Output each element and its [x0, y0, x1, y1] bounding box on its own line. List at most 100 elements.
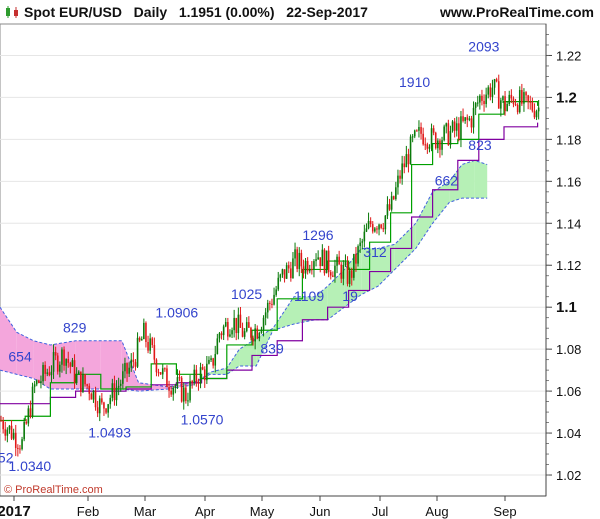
candle	[161, 364, 164, 380]
price-annotation: 1.0493	[88, 424, 131, 440]
candle	[185, 384, 187, 404]
candle-body	[311, 269, 313, 271]
candle-body	[182, 387, 185, 402]
candle-body	[369, 220, 372, 225]
candle-body	[84, 374, 86, 385]
candle-body	[329, 272, 332, 276]
candle	[193, 364, 196, 386]
candle-body	[14, 432, 17, 448]
candle	[273, 287, 275, 306]
candle-body	[73, 360, 76, 384]
candle-body	[218, 333, 221, 339]
candle	[218, 331, 221, 343]
candle-body	[340, 264, 343, 279]
candle-body	[233, 317, 235, 331]
candle	[214, 345, 217, 373]
candle-body	[65, 359, 67, 366]
candle-body	[245, 322, 248, 332]
candle-body	[317, 257, 319, 260]
candle-body	[363, 231, 366, 242]
candle-body	[138, 337, 141, 341]
candle-body	[69, 362, 72, 367]
candle-body	[40, 381, 42, 383]
candle-body	[241, 327, 244, 337]
candle-body	[243, 331, 246, 337]
candle-body	[531, 101, 534, 111]
candle-body	[161, 368, 164, 375]
candle	[103, 401, 105, 416]
candle-body	[103, 402, 105, 409]
candle	[40, 375, 42, 389]
candle	[344, 254, 347, 267]
x-tick-label: Feb	[77, 504, 99, 519]
candle-body	[437, 140, 439, 149]
candle-body	[176, 377, 179, 386]
candle-body	[497, 81, 500, 109]
price-annotation: 823	[468, 137, 492, 153]
candle	[371, 221, 374, 234]
candle	[187, 392, 189, 407]
candle	[6, 427, 9, 443]
candle	[82, 367, 84, 394]
candle	[130, 353, 133, 372]
candle	[31, 382, 34, 419]
candle-body	[518, 90, 521, 113]
candle-body	[151, 338, 154, 346]
candle-body	[512, 98, 515, 105]
candle-body	[420, 127, 422, 134]
candle	[302, 259, 305, 279]
candle	[294, 242, 296, 267]
candle-body	[164, 368, 166, 370]
candle	[212, 357, 214, 369]
candle-body	[521, 90, 523, 104]
candle-body	[38, 380, 40, 383]
candle	[140, 336, 143, 341]
candle	[264, 308, 267, 326]
candle-body	[8, 425, 11, 430]
candle	[14, 424, 17, 457]
website-link[interactable]: www.ProRealTime.com	[439, 4, 594, 20]
candle-body	[283, 269, 286, 279]
candle	[401, 155, 403, 185]
candle	[96, 400, 99, 418]
candle	[178, 370, 181, 382]
candle	[88, 383, 91, 401]
candle	[10, 420, 13, 441]
annotations: 521.0340 654 829 1.0493 1.0906 1.0570 1025 839 1…	[0, 38, 500, 474]
candle-body	[250, 327, 252, 338]
candle-body	[222, 326, 225, 336]
grid-layer	[0, 23, 547, 497]
candle-body	[392, 196, 395, 200]
candle-body	[376, 228, 378, 230]
cloud-segment	[394, 223, 416, 270]
candle-body	[134, 362, 137, 367]
candle-body	[500, 100, 502, 109]
candle	[12, 428, 15, 441]
candle-body	[275, 289, 277, 295]
x-tick-label: Jun	[310, 504, 331, 519]
candle-body	[252, 337, 254, 342]
candle	[388, 198, 391, 211]
candle	[201, 363, 204, 371]
candle-body	[287, 265, 290, 269]
candle	[418, 120, 420, 138]
candle-body	[493, 79, 496, 88]
cloud-segment	[210, 368, 227, 375]
candle-body	[42, 364, 44, 382]
candle	[413, 129, 416, 139]
candle	[252, 335, 254, 346]
axes: 1.22 1.2 1.18 1.16 1.14 1.12 1.1 1.08 1.06 1.04 1.…	[0, 24, 581, 519]
cloud-segment	[100, 340, 122, 390]
cloud-segment	[16, 332, 34, 379]
candle	[416, 129, 418, 132]
candle-body	[90, 393, 93, 400]
candle	[48, 366, 51, 377]
x-tick-label: 2017	[0, 503, 31, 519]
candle-body	[216, 338, 219, 355]
candle-body	[403, 163, 406, 168]
candle-body	[124, 363, 126, 372]
chart-header-title: Spot EUR/USD Daily 1.1951 (0.00%) 22-Sep…	[24, 4, 368, 20]
candle-body	[281, 269, 284, 275]
candle	[497, 74, 500, 109]
